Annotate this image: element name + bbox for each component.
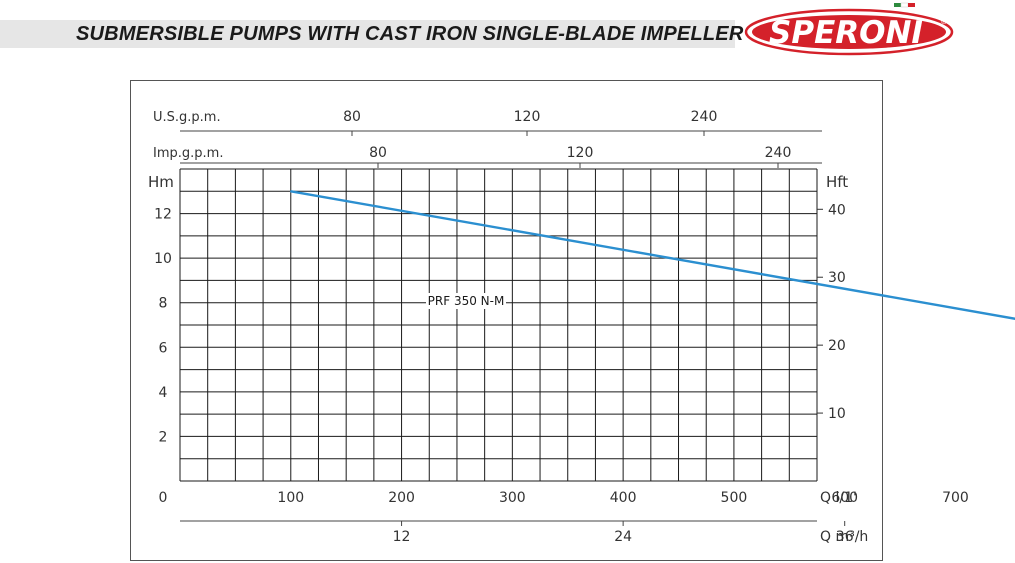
x-tick-label: 200	[388, 490, 415, 506]
series-point	[289, 190, 292, 193]
m3h-tick-label: 12	[393, 529, 411, 545]
x-tick-label: 400	[610, 490, 637, 506]
usgpm-tick-label: 240	[691, 109, 718, 125]
logo-inner-ellipse	[752, 15, 946, 49]
m3h-tick-label: 24	[614, 529, 632, 545]
x-tick-label: 300	[499, 490, 526, 506]
x-tick-label: 700	[942, 490, 969, 506]
registered-mark: ®	[940, 17, 948, 26]
hft-tick-label: 20	[828, 338, 846, 354]
chart-axes	[180, 130, 846, 526]
m3h-tick-label: 36	[836, 529, 854, 545]
chart-frame	[130, 80, 883, 561]
x-tick-label: 600	[831, 490, 858, 506]
impgpm-tick-label: 240	[765, 145, 792, 161]
impgpm-tick-label: 80	[369, 145, 387, 161]
y-tick-label: 8	[159, 296, 168, 312]
series-label-bg	[426, 293, 506, 309]
y-right-axis-label: Hft	[826, 173, 848, 191]
y-axis-label: Hm	[148, 173, 174, 191]
y-tick-label: 12	[154, 207, 172, 223]
y-tick-label: 6	[159, 340, 168, 356]
y-tick-label: 4	[159, 385, 168, 401]
flag-red-stripe	[908, 3, 915, 7]
hft-tick-label: 40	[828, 202, 846, 218]
flag-green-stripe	[894, 3, 901, 7]
page-title: SUBMERSIBLE PUMPS WITH CAST IRON SINGLE-…	[76, 23, 744, 45]
y-tick-label: 10	[154, 251, 172, 267]
series-line-prf-350-n-m	[290, 190, 1015, 320]
impgpm-tick-label: 120	[567, 145, 594, 161]
usgpm-tick-label: 80	[343, 109, 361, 125]
logo-text: SPERONI	[769, 15, 923, 51]
usgpm-axis-label: U.S.g.p.m.	[153, 110, 221, 125]
hft-tick-label: 10	[828, 406, 846, 422]
x-tick-label: 100	[277, 490, 304, 506]
header-band	[0, 20, 735, 48]
chart-grid	[179, 168, 818, 482]
speroni-logo: SPERONI ®	[744, 2, 954, 56]
usgpm-tick-label: 120	[514, 109, 541, 125]
chart-series: PRF 350 N-M	[289, 190, 1015, 320]
impgpm-axis-label: Imp.g.p.m.	[153, 146, 223, 161]
series-label: PRF 350 N-M	[428, 294, 505, 308]
x-axis-label: Q l/1'	[820, 490, 857, 506]
x-tick-label: 500	[721, 490, 748, 506]
y-tick-label: 2	[159, 429, 168, 445]
x-tick-label: 0	[159, 490, 168, 506]
hft-tick-label: 30	[828, 270, 846, 286]
m3h-axis-label: Q m³/h	[820, 529, 868, 545]
